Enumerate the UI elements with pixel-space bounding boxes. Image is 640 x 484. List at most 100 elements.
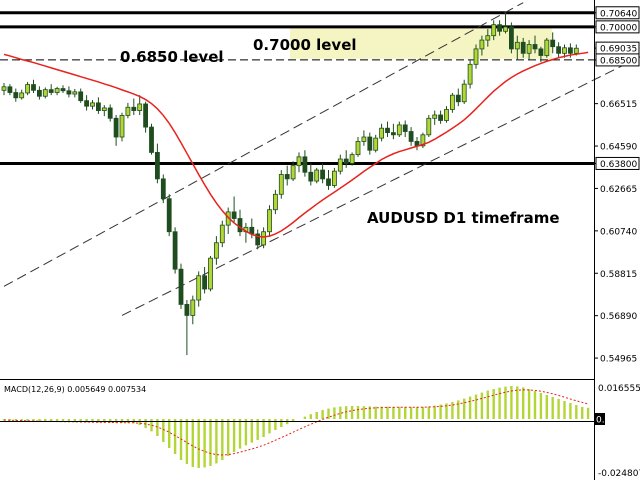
candle-bull: [461, 83, 467, 103]
candle-bear: [568, 47, 573, 54]
macd-signal-line: [3, 389, 589, 456]
candle-bear: [78, 91, 84, 102]
candle-bull: [514, 41, 520, 50]
candle-bull: [190, 299, 196, 316]
candle-bull: [473, 48, 479, 65]
candle-bull: [90, 102, 95, 107]
candle-bear: [343, 158, 349, 164]
candle-bull: [272, 193, 278, 211]
candle-bull: [296, 156, 302, 167]
candle-bull: [314, 169, 320, 182]
candle-bull: [219, 224, 225, 244]
candle-bull: [544, 39, 550, 56]
price-axis-label: 0.54965: [600, 355, 637, 365]
candle-bear: [402, 124, 408, 132]
candle-bear: [202, 275, 208, 290]
channel-line-1: [121, 56, 640, 316]
candle-bear: [37, 89, 42, 97]
candle-bear: [96, 102, 101, 111]
candle-bear: [131, 106, 137, 111]
price-axis-label: 0.66515: [600, 100, 637, 110]
candle-bull: [396, 124, 402, 136]
candle-bear: [497, 24, 503, 32]
macd-pane: [2, 386, 590, 468]
macd-axis-label: 0.00: [596, 416, 616, 426]
candle-bull: [278, 174, 284, 195]
price-axis-label: 0.62665: [600, 185, 637, 195]
price-axis-label: 0.70640: [600, 9, 637, 19]
candle-bull: [42, 89, 48, 97]
candle-bull: [355, 141, 361, 156]
candle-bear: [172, 231, 178, 270]
symbol-timeframe-label: AUDUSD D1 timeframe: [367, 209, 560, 227]
candle-bear: [60, 88, 66, 92]
price-axis-label-box: [595, 20, 640, 34]
candle-bear: [284, 174, 290, 180]
candle-bear: [154, 152, 160, 180]
candle-bear: [556, 46, 561, 54]
candle-bull: [267, 209, 272, 233]
price-axis-label: 0.64590: [600, 143, 637, 153]
candle-bear: [302, 156, 308, 173]
candle-bull: [379, 127, 385, 139]
candle-bull: [137, 103, 143, 111]
candle-bull: [331, 170, 337, 186]
annotation-06850-level: 0.6850 level: [120, 48, 224, 66]
candle-bear: [107, 107, 113, 119]
candle-bear: [255, 233, 261, 246]
candle-bull: [361, 136, 367, 142]
annotation-07000-level: 0.7000 level: [253, 36, 357, 54]
trend-channel-layer: [3, 2, 640, 316]
candle-bear: [390, 132, 396, 136]
candle-bull: [449, 94, 455, 110]
resistance-zone: [290, 27, 552, 59]
channel-line-0: [3, 2, 524, 287]
candle-bear: [160, 178, 166, 200]
candle-bear: [538, 48, 544, 56]
candle-bear: [320, 169, 326, 180]
candle-bear: [550, 39, 556, 48]
candle-bear: [520, 41, 526, 54]
candle-bear: [7, 86, 13, 93]
candle-bear: [438, 114, 444, 121]
candle-bear: [237, 218, 243, 233]
candle-bear: [408, 131, 414, 142]
candle-bear: [385, 127, 390, 134]
candle-bear: [166, 198, 172, 233]
candle-bear: [231, 211, 237, 219]
candle-bull: [54, 88, 60, 93]
candle-bull: [562, 47, 567, 54]
price-axis-label: 0.60740: [600, 227, 637, 237]
price-axis-label-box: [595, 53, 640, 67]
candle-bear: [184, 304, 190, 316]
candle-bull: [349, 154, 355, 164]
candle-bear: [508, 26, 514, 50]
candle-bull: [420, 134, 426, 147]
macd-zero-marker: [595, 413, 605, 425]
candle-bear: [367, 136, 373, 151]
candle-bear: [13, 92, 19, 99]
candle-bull: [290, 165, 296, 180]
price-axis-label: 0.56890: [600, 312, 637, 322]
candle-bull: [125, 106, 131, 116]
price-axis-label: 0.70000: [600, 23, 637, 33]
candle-bear: [113, 117, 119, 138]
candle-bull: [479, 39, 485, 50]
candle-bull: [101, 107, 107, 111]
candle-bear: [326, 178, 331, 186]
price-axis-label-box: [595, 156, 640, 170]
candle-bull: [485, 35, 491, 41]
moving-average-line: [3, 51, 589, 238]
candle-bull: [208, 257, 213, 290]
candle-bull: [503, 26, 508, 32]
macd-axis: 0.016555 0.00 -0.024807: [595, 384, 640, 479]
candle-bull: [526, 44, 532, 54]
price-axis-label: 0.58815: [600, 270, 637, 280]
candle-bear: [66, 90, 72, 95]
candle-bull: [491, 24, 497, 37]
candle-bear: [455, 94, 461, 103]
candle-bull: [1, 86, 7, 91]
price-axis-label: 0.63800: [600, 160, 637, 170]
